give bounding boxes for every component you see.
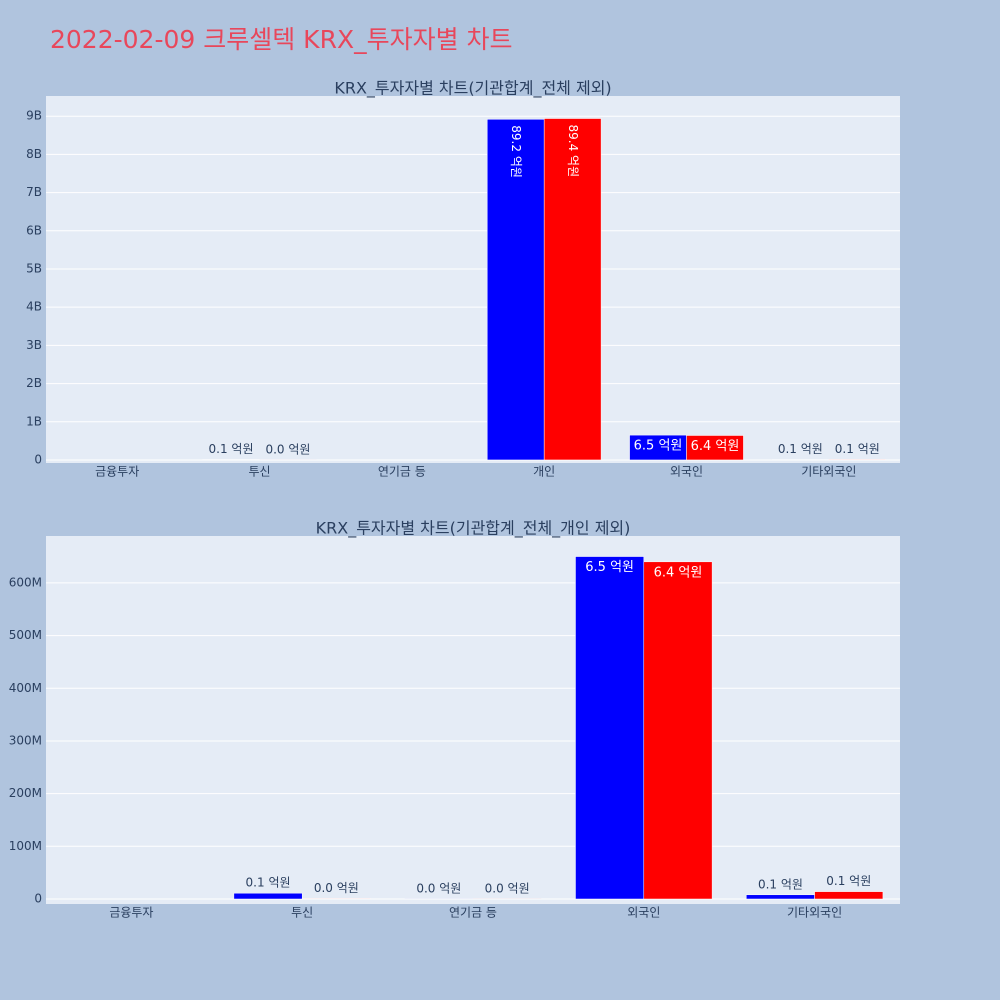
value-label: 0.1 억원 — [826, 874, 871, 888]
bar — [575, 556, 645, 900]
value-label: 6.4 억원 — [654, 565, 703, 580]
y-tick-label: 5B — [26, 261, 42, 275]
y-tick-label: 8B — [26, 147, 42, 161]
bar — [828, 459, 887, 461]
x-tick-label: 기타외국인 — [801, 465, 856, 479]
x-tick-label: 외국인 — [627, 906, 660, 920]
y-tick-label: 600M — [9, 575, 42, 589]
y-tick-label: 1B — [26, 414, 42, 428]
y-tick-label: 2B — [26, 376, 42, 390]
y-tick-label: 0 — [34, 891, 42, 905]
value-label: 0.0 억원 — [485, 881, 530, 895]
x-tick-label: 외국인 — [670, 465, 703, 479]
y-tick-label: 7B — [26, 185, 42, 199]
value-label: 0.0 억원 — [416, 881, 461, 895]
bar — [301, 898, 371, 900]
y-tick-label: 500M — [9, 628, 42, 642]
bar — [814, 891, 884, 900]
page-title: 2022-02-09 크루셀텍 KRX_투자자별 차트 — [50, 25, 513, 54]
x-tick-label: 연기금 등 — [378, 465, 426, 479]
y-tick-label: 0 — [34, 452, 42, 466]
x-tick-label: 개인 — [533, 465, 555, 479]
y-tick-label: 4B — [26, 300, 42, 314]
bar — [486, 119, 545, 461]
x-tick-label: 금융투자 — [95, 465, 139, 479]
bar — [543, 118, 602, 461]
y-tick-label: 9B — [26, 109, 42, 123]
value-label: 0.1 억원 — [246, 876, 291, 890]
value-label: 0.1 억원 — [835, 442, 880, 456]
value-label: 0.0 억원 — [314, 881, 359, 895]
value-label: 89.4 억원 — [566, 125, 580, 178]
x-tick-label: 투신 — [291, 906, 313, 920]
x-tick-label: 기타외국인 — [787, 906, 842, 920]
y-tick-label: 300M — [9, 733, 42, 747]
y-tick-label: 3B — [26, 338, 42, 352]
subplot: KRX_투자자별 차트(기관합계_전체_개인 제외) 0 100M 200M 300M 4… — [9, 519, 900, 920]
bar — [686, 435, 744, 461]
bar — [746, 894, 815, 900]
y-tick-label: 400M — [9, 681, 42, 695]
chart-title: KRX_투자자별 차트(기관합계_전체 제외) — [334, 79, 611, 99]
y-tick-label: 100M — [9, 839, 42, 853]
bar — [629, 434, 687, 461]
y-tick-label: 200M — [9, 786, 42, 800]
chart-title: KRX_투자자별 차트(기관합계_전체_개인 제외) — [316, 519, 631, 539]
bar — [643, 561, 713, 900]
plot-area — [46, 96, 900, 463]
value-label: 0.1 억원 — [209, 442, 254, 456]
y-tick-label: 6B — [26, 223, 42, 237]
value-label: 0.0 억원 — [265, 442, 310, 456]
x-tick-label: 금융투자 — [109, 906, 153, 920]
subplot: KRX_투자자별 차트(기관합계_전체 제외) 0 1B 2B 3B 4B 5B 6B 7B 8B… — [26, 79, 900, 479]
value-label: 6.5 억원 — [634, 439, 683, 454]
value-label: 6.4 억원 — [691, 439, 740, 454]
value-label: 6.5 억원 — [585, 560, 634, 575]
value-label: 89.2 억원 — [509, 125, 523, 178]
value-label: 0.1 억원 — [758, 877, 803, 891]
plot-area — [46, 536, 900, 904]
x-tick-label: 투신 — [248, 465, 270, 479]
x-tick-label: 연기금 등 — [449, 906, 497, 920]
value-label: 0.1 억원 — [778, 442, 823, 456]
bar — [233, 892, 303, 900]
